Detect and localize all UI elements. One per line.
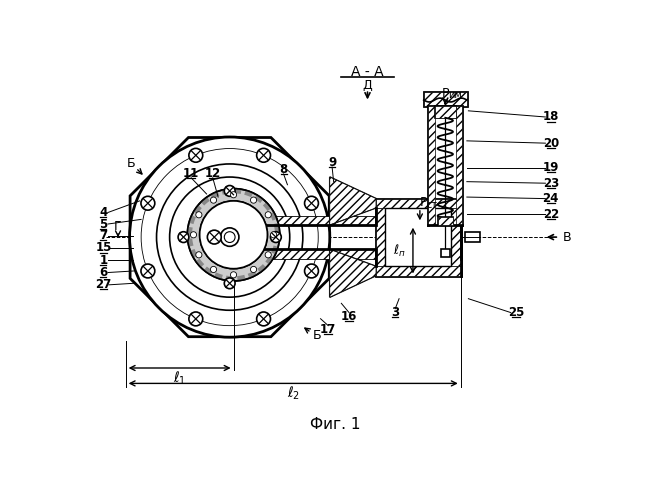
Circle shape xyxy=(196,252,202,258)
Circle shape xyxy=(190,232,197,238)
Circle shape xyxy=(305,264,318,278)
Circle shape xyxy=(250,197,256,203)
Text: 11: 11 xyxy=(183,166,199,179)
Circle shape xyxy=(256,312,271,326)
Text: 5: 5 xyxy=(99,218,107,230)
Circle shape xyxy=(265,252,271,258)
Circle shape xyxy=(129,137,330,337)
Text: 3: 3 xyxy=(391,306,400,319)
Circle shape xyxy=(199,201,267,268)
Bar xyxy=(451,208,460,266)
Circle shape xyxy=(305,196,318,210)
Text: 25: 25 xyxy=(508,306,525,319)
Text: 23: 23 xyxy=(543,176,559,190)
Text: А - А: А - А xyxy=(351,64,384,78)
Circle shape xyxy=(196,212,202,218)
Circle shape xyxy=(169,177,290,297)
Text: 7: 7 xyxy=(99,229,107,242)
Text: Б: Б xyxy=(313,329,321,342)
Text: Р: Р xyxy=(420,196,427,209)
Text: 15: 15 xyxy=(95,242,112,254)
Circle shape xyxy=(156,164,303,310)
Bar xyxy=(376,198,460,208)
Circle shape xyxy=(220,228,239,246)
Text: 22: 22 xyxy=(543,208,559,220)
Bar xyxy=(385,208,451,266)
Text: $\ell_2$: $\ell_2$ xyxy=(286,384,300,402)
Circle shape xyxy=(141,264,155,278)
Polygon shape xyxy=(330,250,376,297)
Text: 19: 19 xyxy=(543,162,559,174)
Polygon shape xyxy=(330,177,376,225)
Polygon shape xyxy=(330,177,376,225)
Text: Г: Г xyxy=(114,220,122,233)
Circle shape xyxy=(256,148,271,162)
Bar xyxy=(428,106,434,225)
Text: 9: 9 xyxy=(328,156,336,169)
Bar xyxy=(441,250,450,257)
Polygon shape xyxy=(130,138,329,336)
Text: Д: Д xyxy=(362,79,372,92)
Bar xyxy=(434,106,456,118)
Text: Р: Р xyxy=(442,86,450,100)
Circle shape xyxy=(189,148,203,162)
Bar xyxy=(438,217,453,225)
Text: 4: 4 xyxy=(99,206,107,219)
Text: им: им xyxy=(449,90,462,101)
Text: 12: 12 xyxy=(205,166,221,179)
Circle shape xyxy=(199,201,267,268)
Bar xyxy=(230,250,460,258)
Bar xyxy=(376,266,460,276)
Circle shape xyxy=(250,266,256,272)
Circle shape xyxy=(178,232,189,242)
Bar xyxy=(376,208,385,266)
Text: 8: 8 xyxy=(279,163,288,176)
Text: 6: 6 xyxy=(99,266,107,279)
Text: В: В xyxy=(562,230,571,243)
Bar xyxy=(424,92,467,106)
Text: 1: 1 xyxy=(99,254,107,266)
Text: $\ell_1$: $\ell_1$ xyxy=(173,370,186,386)
Bar xyxy=(230,216,460,225)
Text: ст: ст xyxy=(426,200,437,210)
Circle shape xyxy=(230,192,237,198)
Bar xyxy=(438,217,453,225)
Text: Б: Б xyxy=(127,158,135,170)
Polygon shape xyxy=(330,250,376,297)
Bar xyxy=(434,106,456,118)
Circle shape xyxy=(211,197,216,203)
Circle shape xyxy=(211,266,216,272)
Circle shape xyxy=(141,196,155,210)
Bar xyxy=(456,106,462,225)
Circle shape xyxy=(189,312,203,326)
Bar xyxy=(424,92,467,106)
Text: 18: 18 xyxy=(543,110,559,124)
Bar xyxy=(464,232,480,242)
Circle shape xyxy=(265,212,271,218)
Circle shape xyxy=(224,186,235,196)
Circle shape xyxy=(207,230,221,244)
Text: 16: 16 xyxy=(341,310,357,323)
Text: Фиг. 1: Фиг. 1 xyxy=(310,416,360,432)
Text: 20: 20 xyxy=(543,136,559,149)
Text: 24: 24 xyxy=(543,192,559,205)
Circle shape xyxy=(224,232,235,242)
Circle shape xyxy=(271,232,281,242)
Text: 17: 17 xyxy=(320,323,336,336)
Circle shape xyxy=(230,272,237,278)
Text: $\ell_п$: $\ell_п$ xyxy=(392,242,405,258)
Circle shape xyxy=(187,188,280,281)
Circle shape xyxy=(271,232,277,238)
Circle shape xyxy=(224,278,235,288)
Text: 27: 27 xyxy=(95,278,112,291)
Bar xyxy=(376,198,460,276)
